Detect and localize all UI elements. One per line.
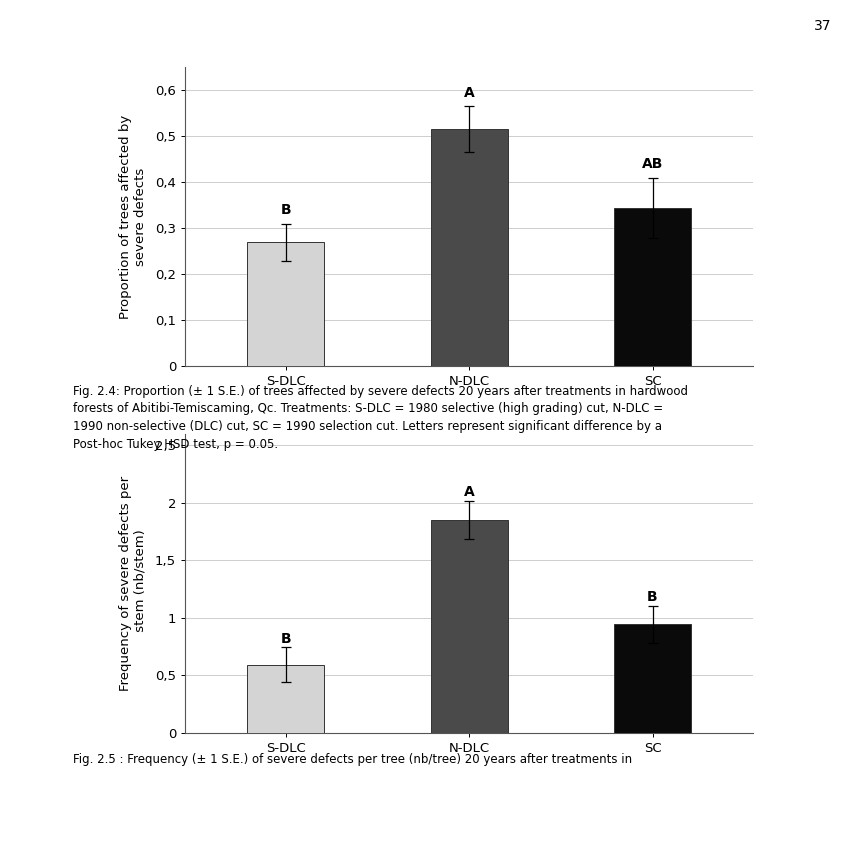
Text: B: B (281, 203, 291, 217)
Text: Post-hoc Tukey HSD test, p = 0.05.: Post-hoc Tukey HSD test, p = 0.05. (73, 438, 278, 450)
Bar (247, 664, 325, 733)
Text: A: A (464, 86, 474, 99)
Bar (614, 625, 691, 733)
Text: Fig. 2.5 : Frequency (± 1 S.E.) of severe defects per tree (nb/tree) 20 years af: Fig. 2.5 : Frequency (± 1 S.E.) of sever… (73, 753, 632, 765)
Text: Fig. 2.4: Proportion (± 1 S.E.) of trees affected by severe defects 20 years aft: Fig. 2.4: Proportion (± 1 S.E.) of trees… (73, 385, 688, 397)
Bar (614, 208, 691, 366)
Text: AB: AB (641, 157, 663, 171)
Text: A: A (464, 485, 474, 499)
Bar (247, 242, 325, 366)
Text: B: B (647, 589, 658, 604)
Bar (430, 520, 508, 733)
Text: B: B (281, 632, 291, 646)
Y-axis label: Frequency of severe defects per
 stem (nb/stem): Frequency of severe defects per stem (nb… (119, 476, 146, 690)
Bar (430, 130, 508, 366)
Y-axis label: Proportion of trees affected by
severe defects: Proportion of trees affected by severe d… (119, 115, 146, 319)
Text: 1990 non-selective (DLC) cut, SC = 1990 selection cut. Letters represent signifi: 1990 non-selective (DLC) cut, SC = 1990 … (73, 420, 662, 433)
Text: 37: 37 (814, 19, 831, 33)
Text: forests of Abitibi-Temiscaming, Qc. Treatments: S-DLC = 1980 selective (high gra: forests of Abitibi-Temiscaming, Qc. Trea… (73, 402, 663, 415)
